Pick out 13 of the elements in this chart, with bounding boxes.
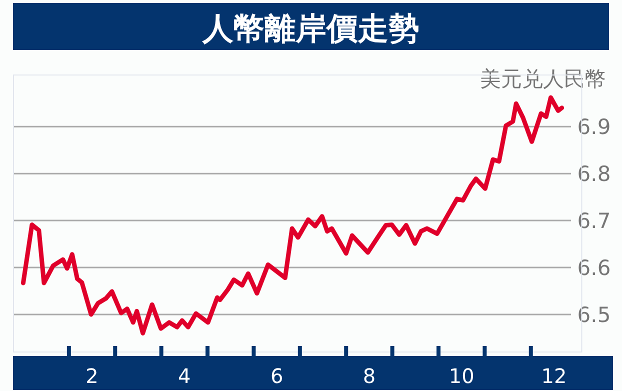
chart-title: 人幣離岸價走勢 (202, 11, 420, 47)
x-tick-label: 12 (541, 364, 567, 388)
y-tick-label: 6.5 (577, 302, 611, 327)
x-tick-label: 4 (178, 364, 191, 388)
x-tick-label: 6 (270, 364, 284, 388)
line-series (20, 95, 564, 336)
x-tick-label: 10 (448, 364, 474, 388)
x-tick-label: 8 (362, 364, 376, 388)
y-tick-label: 6.8 (577, 162, 611, 186)
x-tick-label: 2 (86, 364, 98, 388)
y-tick-label: 6.9 (577, 114, 611, 139)
y-tick-label: 6.7 (577, 208, 611, 233)
y-tick-label: 6.6 (577, 256, 611, 280)
